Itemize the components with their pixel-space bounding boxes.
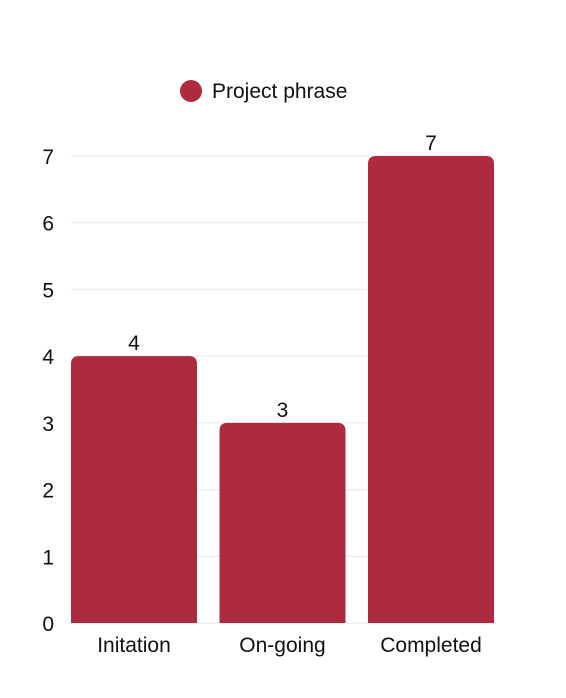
data-label: 7: [425, 132, 437, 155]
legend-label: Project phrase: [212, 80, 347, 103]
x-axis-labels: Initation On-going Completed: [97, 634, 482, 657]
data-label: 3: [277, 399, 289, 422]
x-tick-label: On-going: [239, 634, 325, 657]
y-tick-label: 5: [42, 279, 54, 302]
y-tick-label: 0: [42, 613, 54, 636]
y-axis-ticks: 0 1 2 3 4 5 6 7: [42, 146, 54, 636]
bar-initation: [71, 356, 197, 623]
y-tick-label: 4: [42, 346, 54, 369]
x-tick-label: Initation: [97, 634, 171, 657]
bar-completed: [368, 156, 494, 623]
bar-on-going: [219, 422, 346, 623]
y-tick-label: 7: [42, 146, 54, 169]
y-tick-label: 6: [42, 213, 54, 236]
legend-swatch: [180, 80, 202, 102]
data-label: 4: [128, 332, 140, 355]
y-tick-label: 1: [42, 546, 54, 569]
bars: [71, 156, 494, 623]
y-tick-label: 2: [42, 480, 54, 503]
data-labels: 4 3 7: [128, 132, 437, 422]
y-tick-label: 3: [42, 413, 54, 436]
legend: Project phrase: [180, 80, 347, 103]
x-tick-label: Completed: [380, 634, 482, 657]
